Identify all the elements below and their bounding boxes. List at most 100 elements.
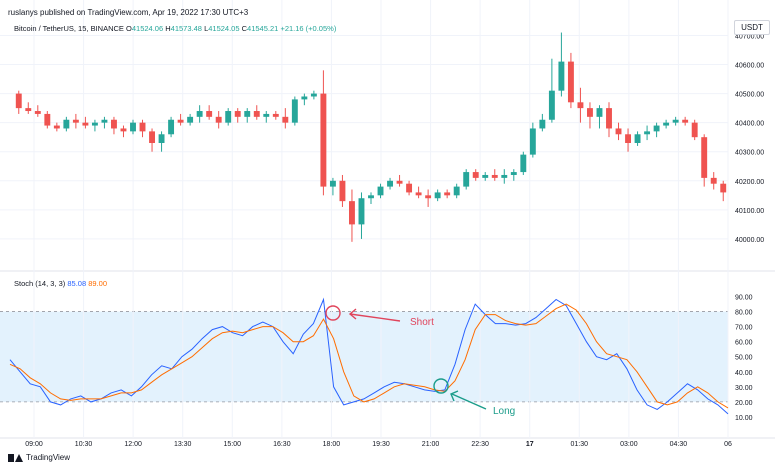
candle-body: [329, 180, 336, 187]
candle: [158, 131, 165, 152]
candle-body: [577, 102, 584, 109]
candle: [444, 189, 451, 199]
stoch-tick-label: 50.00: [735, 355, 753, 362]
price-tick-label: 40100.00: [735, 208, 764, 215]
price-tick-label: 40400.00: [735, 121, 764, 128]
time-tick-label: 16:30: [273, 441, 291, 448]
candle-body: [510, 172, 517, 175]
high-label: H: [165, 24, 171, 33]
candle: [244, 108, 251, 123]
candle-body: [606, 108, 612, 129]
tradingview-icon: [8, 453, 23, 462]
candle-body: [15, 93, 22, 109]
candle-body: [301, 96, 308, 100]
candle: [53, 122, 60, 132]
candle: [558, 32, 565, 97]
candle-body: [91, 122, 98, 126]
price-tick-label: 40700.00: [735, 33, 764, 40]
candle-body: [491, 174, 498, 178]
candle: [310, 90, 317, 100]
currency-button[interactable]: USDT: [734, 20, 770, 35]
candle-body: [206, 111, 213, 117]
candle: [548, 58, 555, 123]
close-value: 41545.21: [247, 24, 279, 33]
stoch-tick-label: 70.00: [735, 325, 753, 332]
candle-body: [53, 125, 60, 129]
candle-body: [177, 119, 184, 123]
candle: [387, 177, 393, 190]
candle: [396, 174, 403, 187]
stoch-tick-label: 20.00: [735, 400, 753, 407]
candle: [349, 189, 355, 242]
candle-body: [310, 93, 317, 97]
candle: [225, 108, 232, 126]
change-value: +21.16 (+0.05%): [280, 24, 337, 33]
short-label: Short: [410, 317, 434, 328]
candle-body: [444, 192, 451, 196]
candle-body: [644, 131, 651, 135]
candle-body: [349, 201, 355, 225]
candle-body: [615, 128, 622, 135]
candle-body: [701, 137, 708, 178]
candle-body: [520, 154, 527, 173]
candle: [339, 174, 346, 207]
candle: [72, 113, 79, 129]
candle: [377, 183, 384, 199]
candle-body: [111, 119, 117, 129]
candle-body: [234, 111, 241, 117]
long-label: Long: [493, 406, 515, 417]
long-circle: [433, 378, 449, 394]
candle-body: [691, 122, 698, 138]
candle: [672, 116, 679, 126]
long-arrow-head: [450, 390, 459, 402]
candle-body: [548, 90, 555, 120]
candle-body: [567, 61, 574, 103]
stoch-band: [0, 311, 728, 402]
candle: [520, 151, 527, 175]
time-tick-label: 15:00: [224, 441, 242, 448]
short-circle: [325, 305, 341, 321]
candle-body: [358, 198, 365, 225]
candle: [25, 102, 32, 114]
candle-body: [463, 172, 470, 187]
short-arrow-shaft: [349, 313, 401, 322]
candle-body: [215, 116, 222, 123]
time-tick-label: 03:00: [620, 441, 638, 448]
tradingview-logo[interactable]: TradingView: [8, 453, 70, 462]
candle: [406, 180, 413, 196]
time-tick-label: 19:30: [372, 441, 390, 448]
candle: [15, 90, 22, 114]
candle: [539, 113, 546, 132]
stoch-k-line: [9, 297, 729, 415]
candle-body: [25, 108, 32, 112]
long-arrow-shaft: [451, 393, 487, 410]
candle-body: [710, 177, 717, 184]
candle: [682, 116, 689, 126]
candle: [453, 183, 460, 199]
candle-body: [368, 195, 374, 199]
candle-body: [663, 122, 670, 126]
candle: [634, 131, 641, 146]
candle-body: [558, 61, 565, 91]
candle: [63, 116, 70, 132]
candle-body: [539, 119, 546, 129]
stoch-info-bar: Stoch (14, 3, 3) 85.08 89.00: [14, 279, 107, 288]
candle-body: [482, 174, 489, 178]
candle-body: [472, 172, 479, 178]
candle: [91, 119, 98, 132]
candle-body: [529, 128, 536, 155]
candle: [368, 192, 374, 205]
candle: [358, 192, 365, 239]
candle: [215, 111, 222, 129]
candle: [130, 119, 136, 135]
symbol-title: Bitcoin / TetherUS, 15, BINANCE: [14, 24, 124, 33]
candle: [567, 52, 574, 109]
open-label: O: [126, 24, 132, 33]
candle: [510, 169, 517, 181]
low-value: 41524.05: [208, 24, 240, 33]
candle: [253, 105, 260, 120]
candle-body: [253, 111, 260, 117]
time-tick-label: 09:00: [25, 441, 43, 448]
candle-body: [225, 111, 232, 123]
